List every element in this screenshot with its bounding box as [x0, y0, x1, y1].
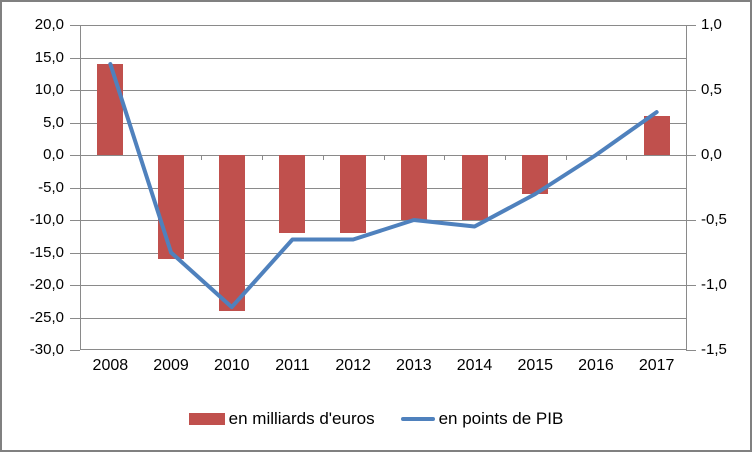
gridline [80, 220, 687, 221]
gridline [80, 349, 687, 350]
bar-2013 [400, 155, 427, 220]
bar-2011 [279, 155, 306, 233]
bar-2014 [461, 155, 488, 220]
category-tick [504, 155, 506, 160]
category-tick [322, 155, 324, 160]
left-axis-tick [70, 122, 80, 124]
x-axis-label-2016: 2016 [578, 357, 614, 374]
legend-item-line: en points de PIB [400, 406, 564, 432]
category-tick [444, 155, 446, 160]
category-tick [565, 155, 567, 160]
left-axis-tick [70, 220, 80, 221]
right-axis-tick-label: 0,0 [701, 146, 722, 163]
left-axis-tick-label: 15,0 [34, 48, 64, 66]
right-axis-tick [686, 25, 696, 26]
left-axis-tick-label: -20,0 [29, 276, 64, 293]
line-series-swatch [400, 417, 435, 421]
gridline [80, 122, 687, 124]
right-axis-tick [686, 155, 696, 156]
left-axis-tick-label: 10,0 [34, 81, 64, 98]
left-axis-line [80, 25, 81, 350]
category-tick [201, 155, 203, 160]
plot-area [80, 25, 687, 350]
left-axis-tick-label: 0,0 [43, 146, 64, 163]
left-axis-tick-label: 5,0 [43, 113, 64, 131]
gridline [80, 25, 687, 26]
legend-item-bars: en milliards d'euros [188, 406, 375, 432]
right-axis-line [686, 25, 687, 350]
category-tick [383, 155, 385, 160]
bar-series-swatch [188, 413, 225, 425]
x-axis-label-2014: 2014 [456, 357, 493, 374]
left-axis-tick-label: 20,0 [34, 16, 64, 33]
pib-line [108, 62, 659, 310]
x-axis-label-2008: 2008 [92, 357, 129, 374]
left-axis-tick-label: -30,0 [29, 341, 64, 358]
gridline [80, 90, 687, 91]
gridline [80, 317, 687, 319]
left-axis-tick-label: -5,0 [38, 178, 64, 196]
x-axis-label-2009: 2009 [153, 357, 189, 374]
gridline [80, 285, 687, 286]
left-axis-tick-label: -15,0 [29, 243, 64, 261]
bar-2010 [218, 155, 245, 311]
right-axis-tick [686, 350, 696, 351]
x-axis-label-2011: 2011 [275, 357, 310, 374]
x-axis-label-2010: 2010 [213, 357, 250, 374]
left-axis-tick [70, 25, 80, 26]
left-axis-tick [70, 90, 80, 91]
left-axis-tick-label: -25,0 [29, 308, 64, 326]
right-axis-tick-label: 1,0 [701, 16, 722, 33]
x-axis-label-2013: 2013 [396, 357, 432, 374]
x-axis-label-2012: 2012 [335, 357, 371, 374]
right-axis-tick-label: -0,5 [701, 211, 727, 228]
right-axis-tick [686, 220, 696, 221]
category-tick [262, 155, 264, 160]
left-axis-tick-label: -10,0 [29, 211, 64, 228]
bar-series-label: en milliards d'euros [228, 409, 375, 428]
legend: en milliards d'euros en points de PIB [2, 406, 750, 432]
bar-2009 [158, 155, 185, 259]
right-axis-tick-label: 0,5 [701, 81, 722, 98]
gridline [80, 252, 687, 254]
gridline [80, 187, 687, 189]
line-series-label: en points de PIB [438, 409, 564, 428]
x-axis-label-2015: 2015 [517, 357, 554, 374]
right-axis-tick-label: -1,0 [701, 276, 727, 293]
left-axis-tick [70, 155, 80, 156]
x-axis-label-2017: 2017 [638, 357, 675, 374]
left-axis-tick [70, 252, 80, 254]
left-axis-tick [70, 285, 80, 286]
bar-2008 [97, 64, 124, 155]
gridline [80, 57, 687, 59]
left-axis-tick [70, 350, 80, 351]
pib-line-svg [108, 62, 659, 310]
right-axis-tick [686, 90, 696, 91]
right-axis-tick [686, 285, 696, 286]
left-axis-tick [70, 57, 80, 59]
category-tick [626, 155, 628, 160]
left-axis-tick [70, 187, 80, 189]
bar-2017 [643, 116, 670, 155]
left-axis-tick [70, 317, 80, 319]
right-axis-tick-label: -1,5 [701, 341, 727, 358]
bar-2012 [340, 155, 367, 233]
